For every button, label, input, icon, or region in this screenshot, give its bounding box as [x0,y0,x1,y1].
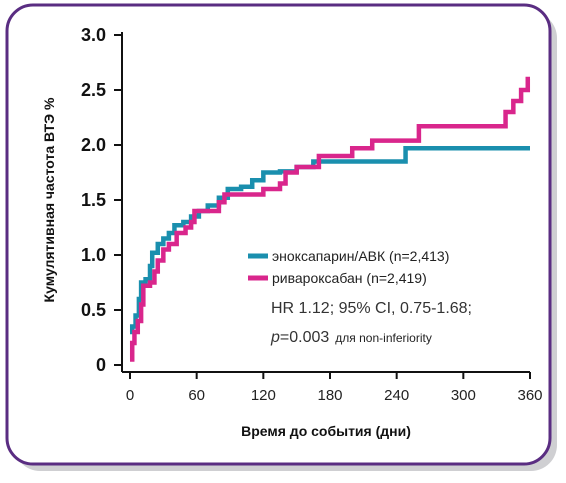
p-value: =0.003 [280,329,329,346]
p-label: p [270,329,280,346]
x-tick-label: 300 [451,387,476,404]
legend: эноксапарин/АВК (n=2,413) ривароксабан (… [248,248,449,286]
x-tick-label: 180 [317,387,342,404]
y-tick-label: 0 [96,355,106,375]
x-tick-label: 120 [251,387,276,404]
x-axis-title: Время до события (дни) [241,423,411,439]
y-tick-label: 2.0 [81,135,106,155]
y-tick-label: 1.5 [81,190,106,210]
x-tick-label: 60 [188,387,205,404]
p-value-annotation: p=0.003 для non-inferiority [270,329,432,346]
y-tick-label: 1.0 [81,245,106,265]
y-axis-title: Кумулятивная частота ВТЭ % [41,97,57,302]
chart-border [5,3,552,466]
p-note: для non-inferiority [335,331,432,345]
y-tick-label: 2.5 [81,80,106,100]
y-tick-label: 0.5 [81,300,106,320]
y-tick-label: 3.0 [81,25,106,45]
legend-label-riva: ривароксабан (n=2,419) [272,270,427,286]
y-ticks: 3.0 2.5 2.0 1.5 1.0 0.5 0 [81,25,122,375]
x-tick-label: 240 [384,387,409,404]
series-lines [129,76,531,362]
hr-annotation: HR 1.12; 95% CI, 0.75-1.68; [271,300,472,317]
x-tick-label: 0 [126,387,134,404]
x-tick-label: 360 [517,387,542,404]
series-line-rivaroxaban [129,76,531,362]
legend-label-enox: эноксапарин/АВК (n=2,413) [272,248,449,264]
x-ticks: 0 60 120 180 240 300 360 [126,372,543,404]
